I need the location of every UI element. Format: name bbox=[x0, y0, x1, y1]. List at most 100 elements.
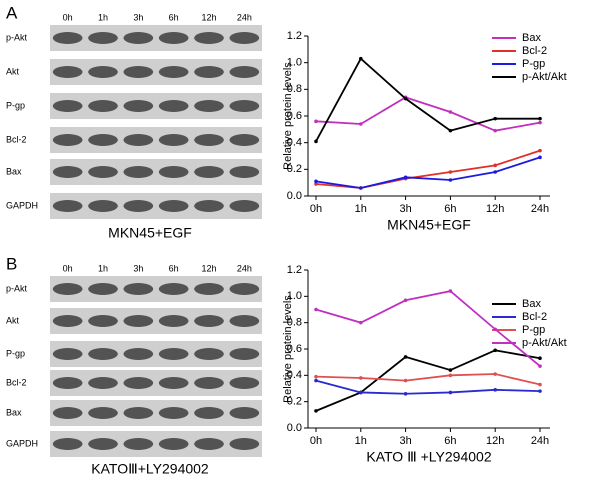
data-point bbox=[359, 56, 363, 61]
panel-label: B bbox=[6, 254, 17, 273]
data-point bbox=[359, 122, 363, 126]
blot-band bbox=[158, 200, 189, 212]
x-tick-label: 12h bbox=[486, 435, 504, 447]
x-tick-label: 12h bbox=[486, 203, 504, 215]
lane-label: 0h bbox=[63, 263, 73, 273]
blot-band bbox=[229, 315, 260, 327]
data-point bbox=[314, 119, 318, 124]
data-point bbox=[493, 116, 498, 121]
lane-label: 24h bbox=[237, 12, 252, 22]
data-point bbox=[538, 364, 542, 368]
series-line bbox=[315, 156, 541, 189]
data-point bbox=[493, 327, 498, 332]
lane-label: 6h bbox=[169, 12, 179, 22]
blot-band bbox=[52, 377, 83, 389]
blot-band bbox=[158, 377, 189, 389]
data-point bbox=[493, 372, 498, 376]
blot-band bbox=[123, 166, 154, 178]
blot-band bbox=[52, 134, 83, 146]
data-point bbox=[403, 175, 408, 180]
data-point bbox=[314, 179, 318, 184]
x-axis-label: MKN45+EGF bbox=[387, 217, 471, 233]
row-label: Bax bbox=[6, 407, 22, 417]
blot-band bbox=[123, 407, 154, 419]
row-label: P-gp bbox=[6, 348, 25, 358]
data-point bbox=[448, 110, 453, 114]
blot-strip bbox=[50, 93, 262, 119]
data-point bbox=[448, 170, 453, 174]
blot-band bbox=[194, 134, 224, 146]
blot-band bbox=[229, 100, 260, 112]
blot-band bbox=[123, 66, 154, 78]
series-line bbox=[315, 349, 541, 412]
data-point bbox=[359, 320, 363, 325]
blot-band bbox=[88, 32, 118, 44]
blot-band bbox=[123, 283, 154, 295]
blot-band bbox=[88, 100, 118, 112]
legend-label: Bcl-2 bbox=[522, 45, 547, 57]
x-tick-label: 0h bbox=[310, 203, 322, 215]
data-point bbox=[493, 163, 498, 168]
series-line bbox=[315, 149, 541, 189]
data-point bbox=[314, 307, 318, 312]
data-point bbox=[314, 409, 318, 413]
data-point bbox=[403, 378, 408, 383]
blot-band bbox=[88, 66, 118, 78]
legend-label: Bcl-2 bbox=[522, 311, 547, 323]
row-label: p-Akt bbox=[6, 32, 28, 42]
blot-band bbox=[158, 134, 189, 146]
data-point bbox=[538, 155, 542, 160]
data-point bbox=[493, 388, 498, 392]
blot-caption: MKN45+EGF bbox=[108, 225, 192, 241]
blot-band bbox=[158, 66, 189, 78]
data-point bbox=[493, 348, 498, 353]
blot-band bbox=[88, 166, 118, 178]
lane-label: 1h bbox=[98, 12, 108, 22]
x-tick-label: 0h bbox=[310, 435, 322, 447]
blot-band bbox=[194, 348, 224, 360]
blot-band bbox=[88, 438, 118, 450]
blot-band bbox=[52, 200, 83, 212]
data-point bbox=[314, 182, 318, 186]
blot-band bbox=[229, 407, 260, 419]
y-tick-label: 0.0 bbox=[287, 422, 302, 434]
data-point bbox=[314, 378, 318, 383]
series-line bbox=[315, 290, 541, 367]
data-point bbox=[403, 355, 408, 359]
y-tick-label: 1.2 bbox=[287, 30, 302, 42]
x-tick-label: 3h bbox=[399, 435, 411, 447]
blot-band bbox=[123, 438, 154, 450]
blot-band bbox=[158, 100, 189, 112]
row-label: p-Akt bbox=[6, 283, 28, 293]
data-point bbox=[314, 374, 318, 379]
blot-band bbox=[194, 438, 224, 450]
blot-band bbox=[52, 438, 83, 450]
y-tick-label: 0.6 bbox=[287, 110, 302, 122]
blot-strip bbox=[50, 400, 262, 426]
y-tick-label: 1.2 bbox=[287, 264, 302, 276]
blot-band bbox=[229, 377, 260, 389]
blot-band bbox=[88, 377, 118, 389]
row-label: Akt bbox=[6, 315, 20, 325]
x-tick-label: 6h bbox=[444, 435, 456, 447]
y-axis-label: Relative protein levels bbox=[282, 295, 294, 403]
data-point bbox=[538, 356, 542, 361]
blot-strip bbox=[50, 127, 262, 153]
lane-label: 0h bbox=[63, 12, 73, 22]
blot-band bbox=[88, 134, 118, 146]
blot-band bbox=[229, 200, 260, 212]
blot-band bbox=[158, 438, 189, 450]
y-tick-label: 0.4 bbox=[287, 369, 302, 381]
legend-label: p-Akt/Akt bbox=[522, 337, 567, 349]
blot-band bbox=[52, 283, 83, 295]
panel-label: A bbox=[6, 3, 18, 22]
y-tick-label: 1.0 bbox=[287, 290, 302, 302]
blot-band bbox=[88, 200, 118, 212]
data-point bbox=[359, 376, 363, 380]
y-tick-label: 0.4 bbox=[287, 137, 302, 149]
data-point bbox=[538, 389, 542, 393]
blot-band bbox=[123, 348, 154, 360]
lane-label: 1h bbox=[98, 263, 108, 273]
blot-band bbox=[229, 438, 260, 450]
blot-caption: KATOⅢ+LY294002 bbox=[91, 461, 209, 477]
